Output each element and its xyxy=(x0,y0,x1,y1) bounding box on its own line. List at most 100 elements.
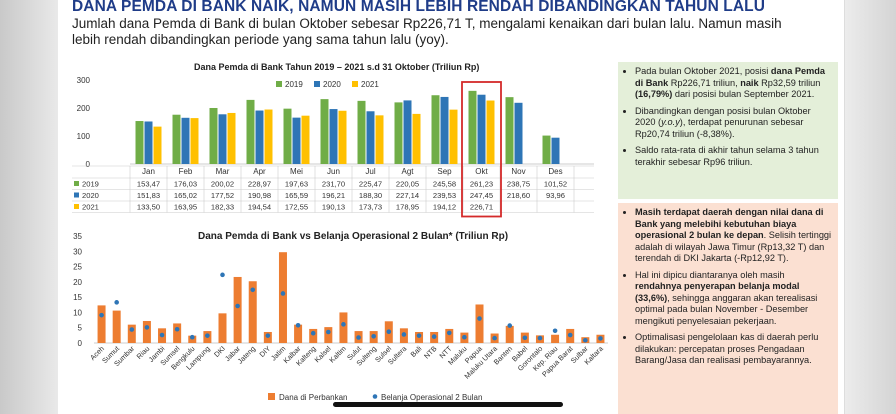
legend-swatch xyxy=(268,393,275,400)
dot-belanja-Riau xyxy=(144,325,150,330)
bar-dana-DKI xyxy=(218,313,227,343)
x-tick-label: Sep xyxy=(437,167,452,176)
dot-belanja-Sulteng xyxy=(371,333,376,339)
bar-2019-Agt xyxy=(394,102,403,164)
y-tick-label: 10 xyxy=(73,308,82,317)
y-tick-label: 25 xyxy=(73,263,82,272)
dot-belanja-Bengkulu xyxy=(189,334,195,340)
y-tick-label: 100 xyxy=(77,132,91,141)
x-tick-label: Mei xyxy=(290,167,303,176)
table-row-label: 2021 xyxy=(82,203,99,212)
x-tick-label: Jul xyxy=(365,167,375,176)
table-cell-2020-Feb: 165,02 xyxy=(174,191,197,200)
x-tick-label: NTB xyxy=(422,344,439,361)
dot-belanja-Maluku xyxy=(462,334,467,340)
x-tick-label: Feb xyxy=(179,167,193,176)
note-text: rendahnya penyerapan belanja modal (33,6… xyxy=(635,281,800,303)
table-cell-2020-Agt: 227,14 xyxy=(396,191,419,200)
dot-belanja-DIY xyxy=(265,333,271,338)
x-tick-label: Agt xyxy=(401,167,414,176)
bar-2019-Mei xyxy=(283,108,292,164)
bar-2020-Jan xyxy=(144,121,153,164)
dot-belanja-Kaltara xyxy=(598,336,603,341)
highlight-box-okt xyxy=(461,81,502,218)
home-indicator[interactable] xyxy=(333,402,563,407)
table-cell-2021-Apr: 194,54 xyxy=(248,203,271,212)
table-swatch xyxy=(74,192,79,198)
note-text: , sehingga anggaran akan terealisasi opt… xyxy=(635,292,818,326)
dot-belanja-Sumbar xyxy=(129,327,135,332)
bar-2019-Jun xyxy=(320,99,329,164)
bar-2019-Des xyxy=(542,135,551,164)
table-cell-2020-Jan: 151,83 xyxy=(137,191,160,200)
x-tick-label: Jun xyxy=(327,167,340,176)
bar-2020-Feb xyxy=(181,117,190,164)
legend-swatch xyxy=(276,81,282,87)
x-tick-label: Apr xyxy=(253,167,266,176)
bar-dana-Kaltim xyxy=(339,312,348,343)
bar-dana-Sumbar xyxy=(127,324,136,343)
note-text: . Selisih tertinggi adalah di wilayah Ja… xyxy=(635,230,832,263)
bar-2021-Okt xyxy=(486,100,495,164)
table-cell-2020-Sep: 239,53 xyxy=(433,191,456,200)
dot-belanja-DKI xyxy=(220,272,225,278)
summary-green-item: Pada bulan Oktober 2021, posisi dana Pem… xyxy=(635,66,832,101)
bar-2021-Jun xyxy=(338,110,347,164)
note-text: y.o.y xyxy=(661,117,680,127)
bar-2020-Okt xyxy=(477,94,486,164)
table-cell-2019-Apr: 228,97 xyxy=(248,180,271,189)
table-cell-2019-Agt: 220,05 xyxy=(396,180,419,189)
note-text: Dibandingkan dengan posisi bulan Oktober… xyxy=(635,105,811,128)
bar-2019-Jul xyxy=(357,100,366,164)
y-tick-label: 5 xyxy=(78,324,83,333)
dot-belanja-Sulsel xyxy=(386,329,392,334)
table-cell-2021-Jan: 133,50 xyxy=(137,203,160,212)
x-tick-label: Des xyxy=(548,167,562,176)
table-cell-2019-Nov: 238,75 xyxy=(507,180,530,189)
bar-2021-Agt xyxy=(412,113,421,164)
summary-green-item: Saldo rata-rata di akhir tahun selama 3 … xyxy=(635,145,832,168)
table-cell-2021-Jul: 173,73 xyxy=(359,203,382,212)
bar-2021-Feb xyxy=(190,118,199,164)
dana-vs-belanja-chart: 05101520253035AcehSumutSumbarRiauJambiSu… xyxy=(73,232,608,402)
bar-dana-Jabar xyxy=(233,276,242,343)
bar-2019-Apr xyxy=(246,99,255,164)
dot-belanja-Sultera xyxy=(401,332,407,337)
bar-2020-Nov xyxy=(514,102,523,164)
right-shadow xyxy=(845,0,896,414)
bar-2020-Jun xyxy=(329,109,338,164)
dot-belanja-Lampung xyxy=(205,333,210,338)
dana-pemda-chart: 0 100 200 300 2019 2020 2021 Jan Feb Mar Apr Mei Jun… xyxy=(72,76,594,218)
bar-dana-Jateng xyxy=(248,281,257,343)
bar-dana-Sumut xyxy=(112,310,121,343)
legend-swatch xyxy=(352,81,358,87)
note-text: Saldo rata-rata di akhir tahun selama 3 … xyxy=(635,145,819,167)
note-text: Optimalisasi pengelolaan kas di daerah p… xyxy=(635,332,819,365)
bar-2020-Mei xyxy=(292,117,301,164)
bar-2019-Jan xyxy=(135,121,144,164)
bar-dana-Riau xyxy=(142,320,151,343)
note-text: (16,79%) xyxy=(635,89,673,99)
table-cell-2021-Feb: 163,95 xyxy=(174,203,197,212)
table-cell-2019-Sep: 245,58 xyxy=(433,180,456,189)
dot-belanja-Babel xyxy=(522,335,528,341)
page-title: DANA PEMDA DI BANK NAIK, NAMUN MASIH LEB… xyxy=(72,0,766,15)
table-cell-2019-Mei: 197,63 xyxy=(285,180,308,189)
bar-2021-Jan xyxy=(153,126,162,164)
table-cell-2019-Jul: 225,47 xyxy=(359,180,382,189)
bar-dana-Kalsel xyxy=(324,327,333,343)
table-swatch xyxy=(74,181,79,186)
dot-belanja-Maluku Utara xyxy=(492,335,497,341)
x-tick-label: Mar xyxy=(216,167,230,176)
note-text: Masih terdapat daerah dengan nilai dana … xyxy=(635,207,824,240)
table-cell-2020-Jul: 188,30 xyxy=(359,191,382,200)
bar-2020-Apr xyxy=(255,110,264,164)
bar-2019-Okt xyxy=(468,90,477,164)
bar-dana-Kalbar xyxy=(294,324,303,343)
dot-belanja-Kep. Riau xyxy=(552,328,558,334)
y-tick-label: 200 xyxy=(77,104,91,113)
bar-2019-Mar xyxy=(209,107,218,164)
summary-list-orange: Masih terdapat daerah dengan nilai dana … xyxy=(622,207,832,367)
bar-dana-NTT xyxy=(445,328,454,343)
x-tick-label: Jan xyxy=(142,167,155,176)
